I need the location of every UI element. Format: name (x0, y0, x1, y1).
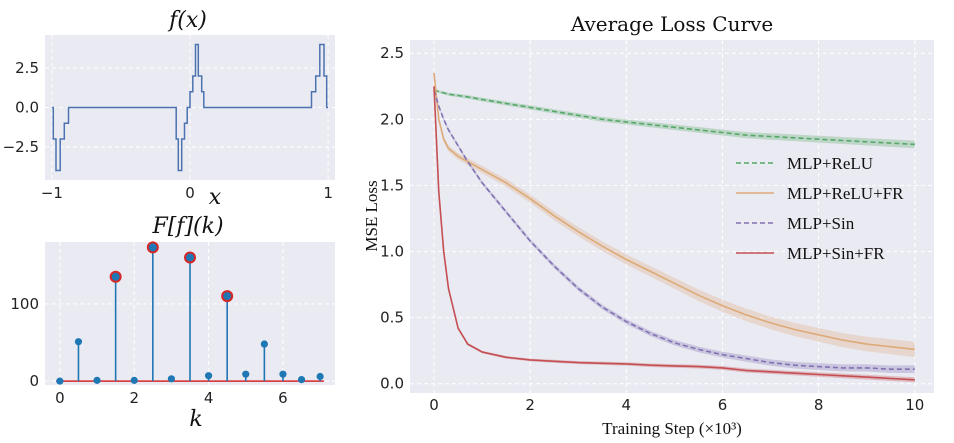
loss-plot-area (410, 40, 934, 393)
loss-y-tick: 0.0 (380, 375, 404, 393)
fx-x-label: x (209, 185, 222, 210)
loss-series-line (433, 73, 915, 351)
fourier-x-tick: 2 (129, 389, 139, 407)
fx-y-tick: 2.5 (15, 59, 39, 77)
fourier-stem-marker (130, 376, 138, 384)
loss-series-lines (433, 73, 915, 381)
fourier-stem-marker-highlighted (221, 290, 234, 303)
fourier-x-tick: 4 (204, 389, 214, 407)
loss-x-tick: 0 (429, 396, 439, 414)
loss-series-line (433, 86, 915, 381)
legend-label: MLP+ReLU+FR (787, 184, 904, 203)
fourier-stem-marker-highlighted (184, 251, 196, 264)
fourier-stem-marker (297, 375, 306, 384)
fourier-x-tick: 6 (278, 389, 288, 407)
fourier-y-tick: 100 (10, 295, 39, 313)
fourier-stem-marker (279, 370, 287, 378)
fourier-tick-labels: 0 2 4 6 0 100 (10, 295, 287, 407)
fourier-stem-marker (316, 372, 324, 381)
loss-x-label: Training Step (×10³) (602, 419, 742, 438)
loss-x-tick: 4 (622, 396, 632, 414)
fourier-stem-marker (93, 376, 101, 384)
fourier-panel: F[f](k) 0 2 4 6 0 100 k (10, 214, 335, 432)
fourier-stem-marker-highlighted (146, 241, 159, 254)
loss-tick-labels: 0 2 4 6 8 10 0.0 0.5 1.0 1.5 2.0 2.5 (380, 44, 924, 414)
loss-y-tick: 0.5 (380, 309, 404, 327)
fourier-stems (56, 241, 324, 385)
fourier-title: F[f](k) (151, 214, 223, 239)
loss-y-tick: 2.0 (380, 110, 404, 128)
loss-x-tick: 10 (905, 396, 924, 414)
fourier-stem-marker (260, 340, 268, 348)
fourier-stem-marker (74, 338, 83, 346)
fourier-stem-marker (56, 377, 64, 385)
loss-title: Average Loss Curve (570, 12, 773, 36)
fx-x-tick: −1 (41, 184, 63, 202)
legend-label: MLP+Sin (787, 214, 855, 233)
fx-panel: f(x) −1 0 1 2.5 0.0 −2.5 x (3, 8, 335, 210)
legend-label: MLP+Sin+FR (787, 244, 885, 263)
fx-x-tick: 0 (185, 184, 195, 202)
loss-panel: Average Loss Curve 0 2 4 6 8 10 0.0 0.5 1.0 1.5 2.… (362, 12, 934, 438)
loss-y-tick: 1.5 (380, 176, 404, 194)
fourier-stem-marker (204, 372, 213, 380)
loss-x-tick: 2 (525, 396, 535, 414)
fx-tick-labels: −1 0 1 2.5 0.0 −2.5 (3, 59, 333, 202)
fx-y-tick: 0.0 (15, 99, 39, 117)
fx-y-tick: −2.5 (3, 138, 39, 156)
loss-series-line (433, 89, 915, 146)
fourier-x-tick: 0 (55, 389, 65, 407)
loss-series-line (433, 89, 915, 371)
loss-legend: MLP+ReLU MLP+ReLU+FR MLP+Sin MLP+Sin+FR (736, 154, 904, 263)
fx-series-line (51, 43, 329, 172)
fourier-stem-marker-highlighted (109, 270, 122, 283)
loss-x-tick: 8 (814, 396, 824, 414)
legend-label: MLP+ReLU (787, 154, 873, 173)
fx-x-tick: 1 (323, 184, 333, 202)
loss-y-tick: 1.0 (380, 243, 404, 261)
loss-grid (410, 40, 934, 393)
fourier-stem-marker (242, 370, 250, 378)
fourier-y-tick: 0 (29, 372, 39, 390)
loss-y-tick: 2.5 (380, 44, 404, 62)
fx-title: f(x) (167, 8, 207, 33)
loss-x-tick: 6 (718, 396, 728, 414)
loss-y-label: MSE Loss (362, 180, 381, 251)
fourier-x-label: k (189, 407, 202, 432)
fourier-stem-marker (167, 375, 176, 383)
